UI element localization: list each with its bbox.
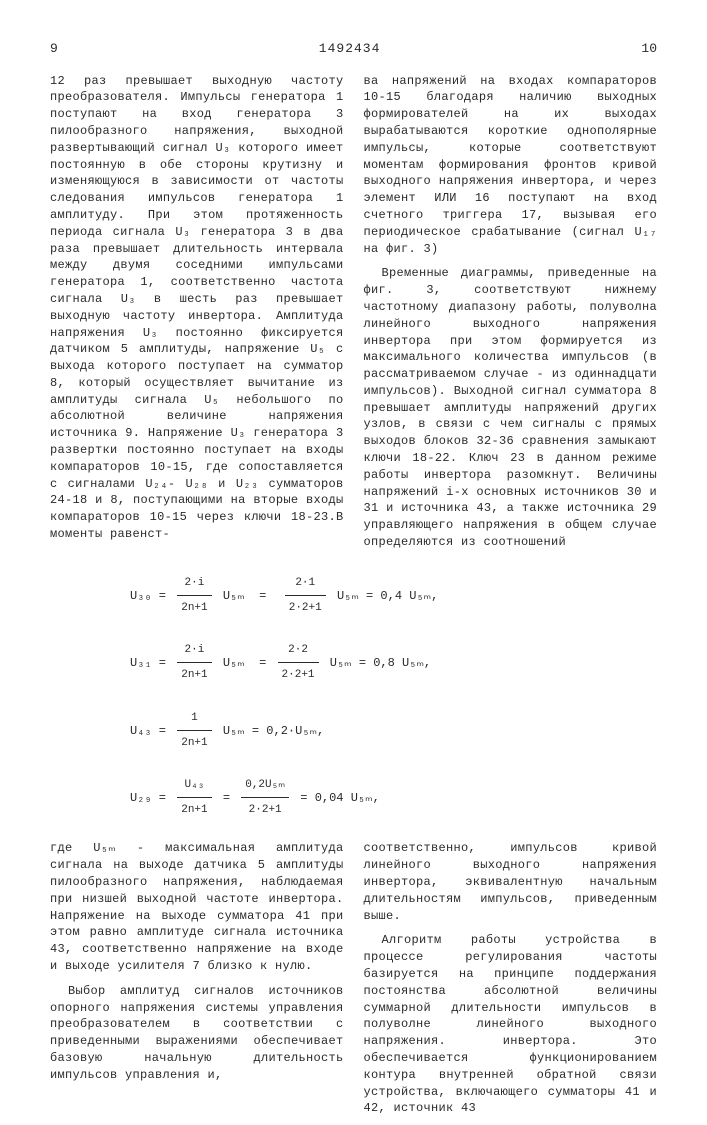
page-right-number: 10 bbox=[641, 40, 657, 58]
page-left-number: 9 bbox=[50, 40, 58, 58]
equation-4: U₂₉ = U₄₃2n+1 = 0,2U₅ₘ2·2+1 = 0,04 U₅ₘ, bbox=[130, 773, 657, 822]
lower-left-para-1: где U₅ₘ - максимальная амплитуда сигнала… bbox=[50, 840, 344, 974]
equation-3: U₄₃ = 12n+1 U₅ₘ = 0,2·U₅ₘ, bbox=[130, 706, 657, 755]
document-number: 1492434 bbox=[319, 40, 381, 58]
lower-right-para-1: соответственно, импульсов кривой линейно… bbox=[364, 840, 658, 924]
equation-1: U₃₀ = 2·i2n+1 U₅ₘ = 2·12·2+1 U₅ₘ = 0,4 U… bbox=[130, 571, 657, 620]
left-col-para: 12 раз превышает выходную частоту преобр… bbox=[50, 73, 344, 543]
lower-right-para-2: Алгоритм работы устройства в процессе ре… bbox=[364, 932, 658, 1117]
right-col-para-2: Временные диаграммы, приведенные на фиг.… bbox=[364, 265, 658, 551]
equation-2: U₃₁ = 2·i2n+1 U₅ₘ = 2·22·2+1 U₅ₘ = 0,8 U… bbox=[130, 638, 657, 687]
right-col-para-1: ва напряжений на входах компараторов 10-… bbox=[364, 73, 658, 258]
lower-left-para-2: Выбор амплитуд сигналов источников опорн… bbox=[50, 983, 344, 1084]
formula-block: U₃₀ = 2·i2n+1 U₅ₘ = 2·12·2+1 U₅ₘ = 0,4 U… bbox=[130, 571, 657, 823]
